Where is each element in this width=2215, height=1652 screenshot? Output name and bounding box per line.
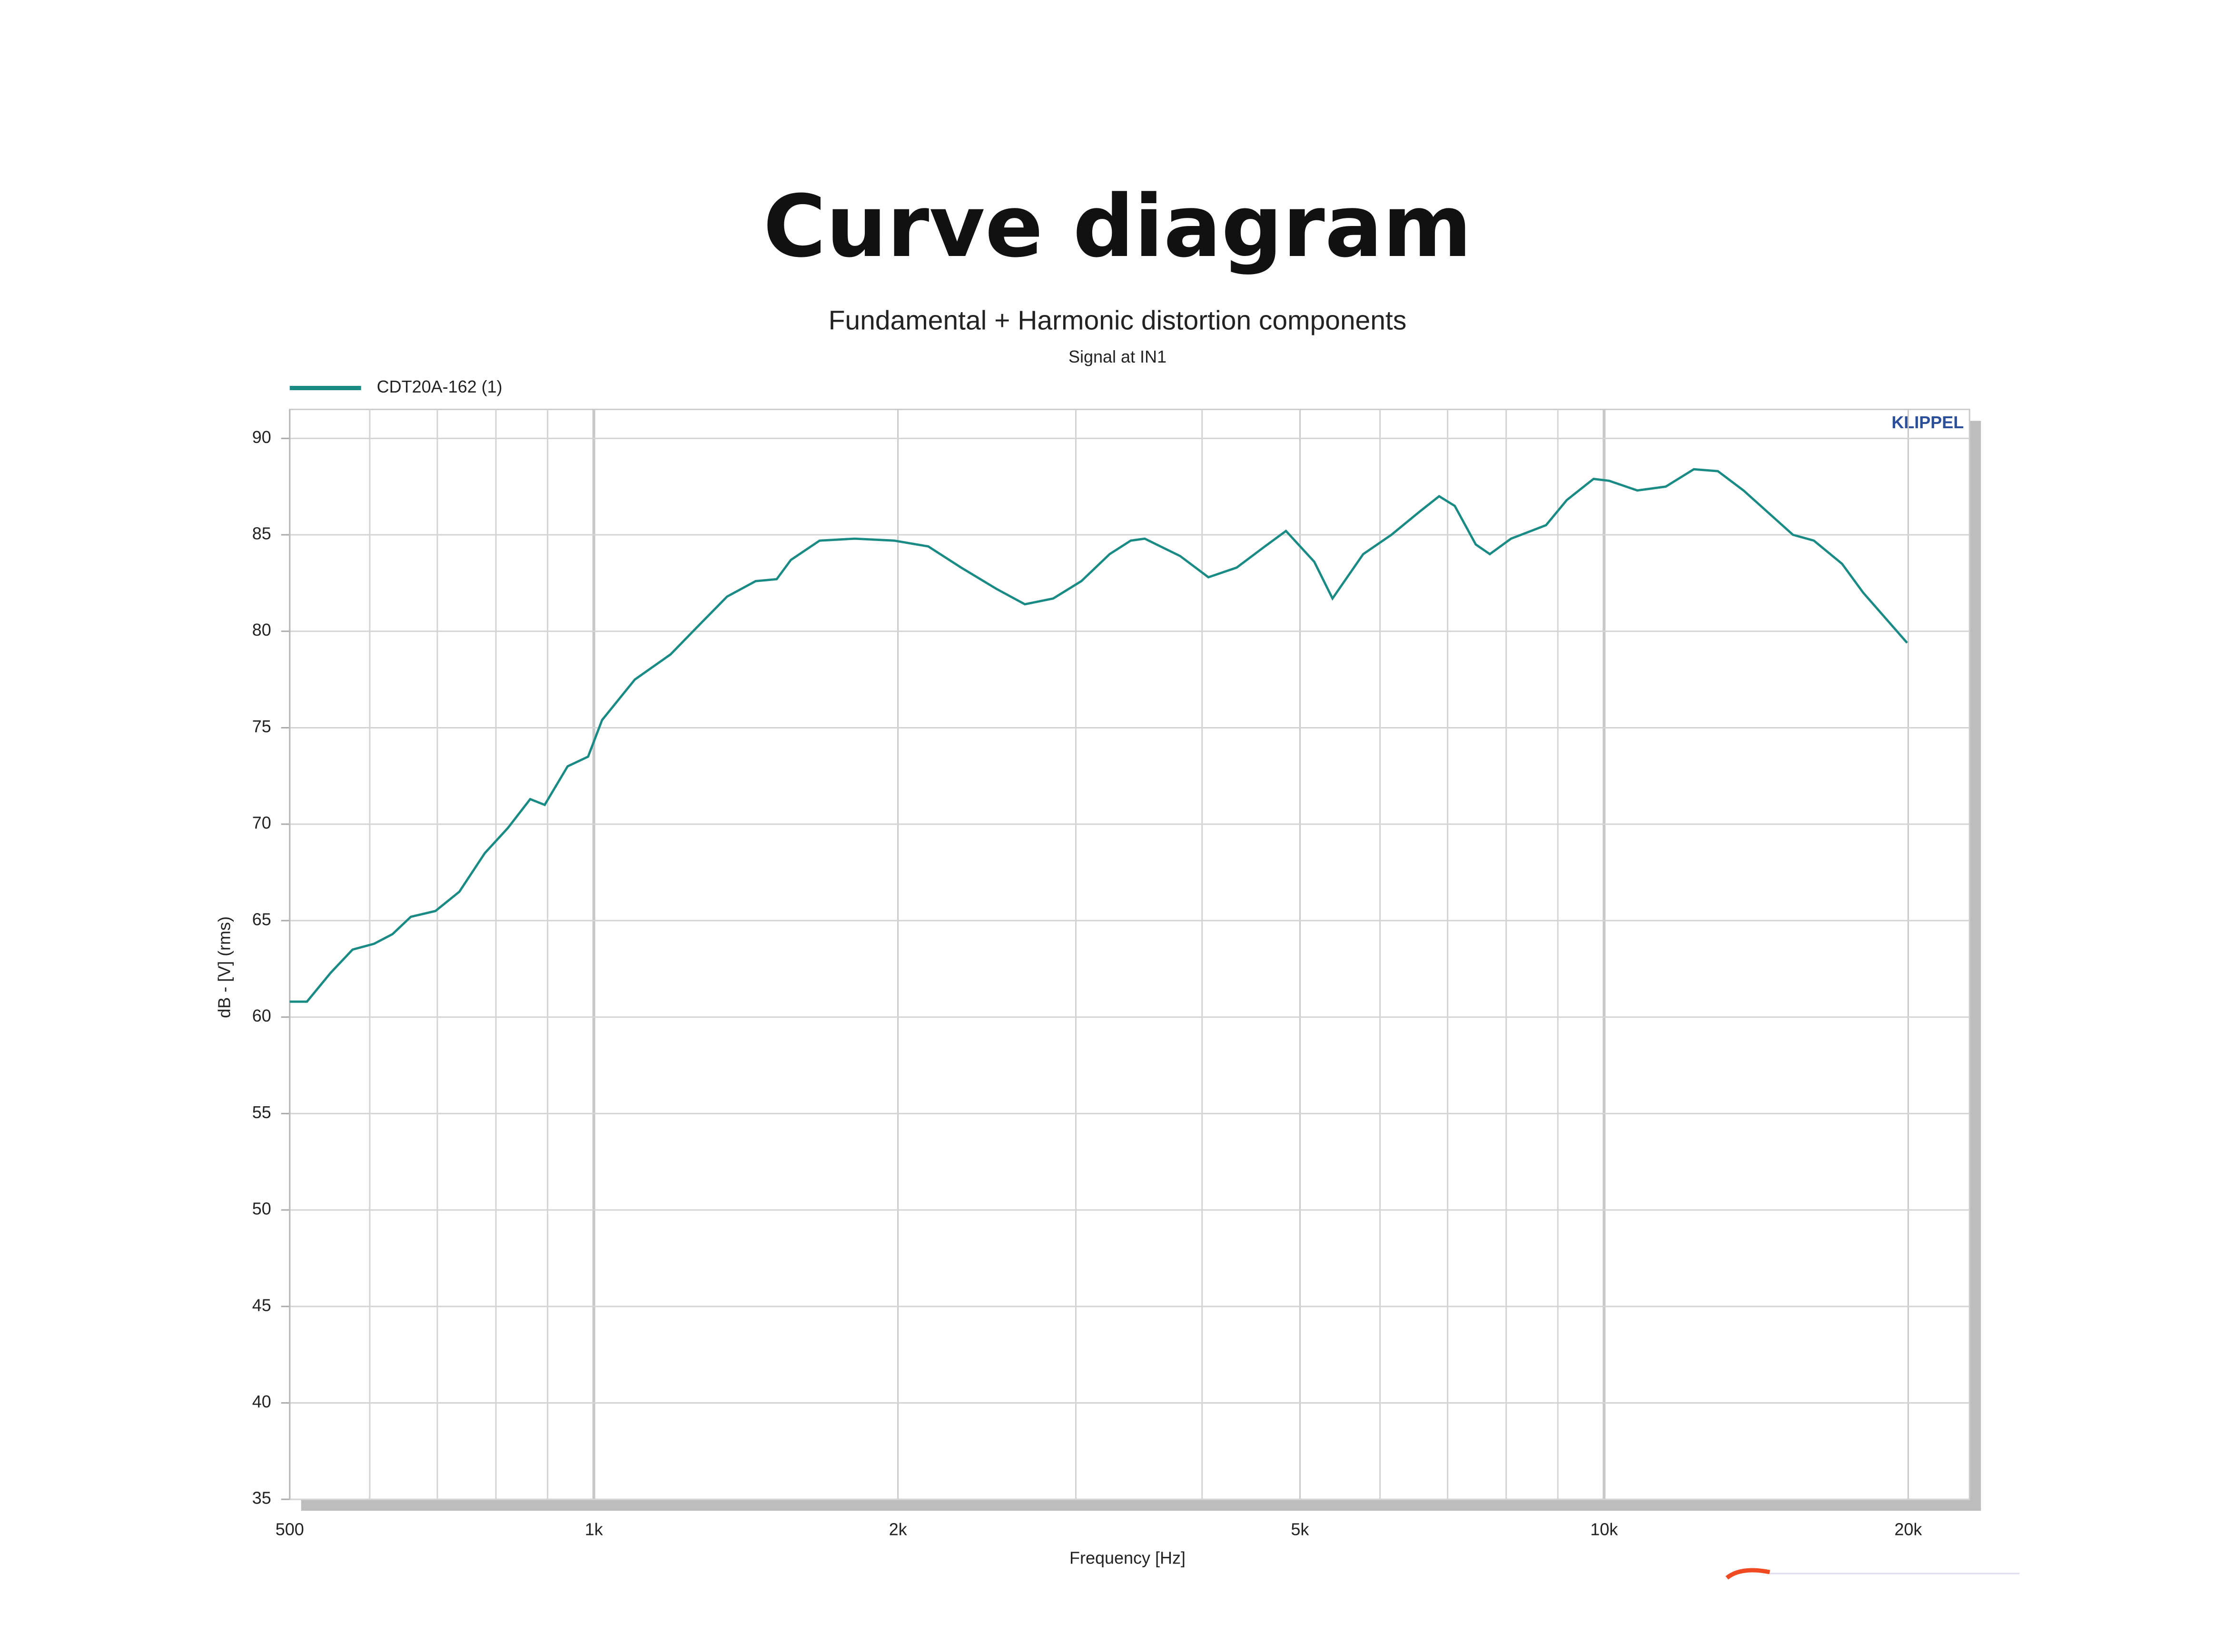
x-tick-label: 5k <box>1291 1520 1309 1539</box>
x-tick-label: 500 <box>276 1520 304 1539</box>
y-axis-label: dB - [V] (rms) <box>214 916 234 1018</box>
legend-label: CDT20A-162 (1) <box>377 377 503 396</box>
decoration <box>1725 1568 1770 1580</box>
y-tick-label: 55 <box>252 1102 271 1122</box>
x-tick-label: 2k <box>889 1520 908 1539</box>
y-tick-label: 75 <box>252 717 271 736</box>
x-tick-label: 10k <box>1590 1520 1618 1539</box>
data-line <box>289 468 1908 1003</box>
x-tick-label: 1k <box>585 1520 603 1539</box>
y-tick-label: 60 <box>252 1006 271 1025</box>
y-tick-label: 45 <box>252 1295 271 1315</box>
y-tick-label: 80 <box>252 620 271 639</box>
chart-subtitle: Fundamental + Harmonic distortion compon… <box>829 305 1406 336</box>
x-tick-label: 20k <box>1894 1520 1922 1539</box>
y-tick-label: 70 <box>252 813 271 833</box>
plot-area <box>289 409 1970 1500</box>
y-tick-label: 50 <box>252 1199 271 1219</box>
y-tick-label: 40 <box>252 1392 271 1411</box>
chart-title: Curve diagram <box>763 177 1472 276</box>
y-tick-label: 90 <box>252 427 271 447</box>
chart-caption: Signal at IN1 <box>1068 347 1167 366</box>
y-tick-label: 65 <box>252 909 271 929</box>
x-axis-label: Frequency [Hz] <box>1069 1548 1186 1568</box>
y-tick-label: 35 <box>252 1488 271 1508</box>
y-tick-label: 85 <box>252 524 271 543</box>
brand: KLIPPEL <box>1891 413 1964 432</box>
